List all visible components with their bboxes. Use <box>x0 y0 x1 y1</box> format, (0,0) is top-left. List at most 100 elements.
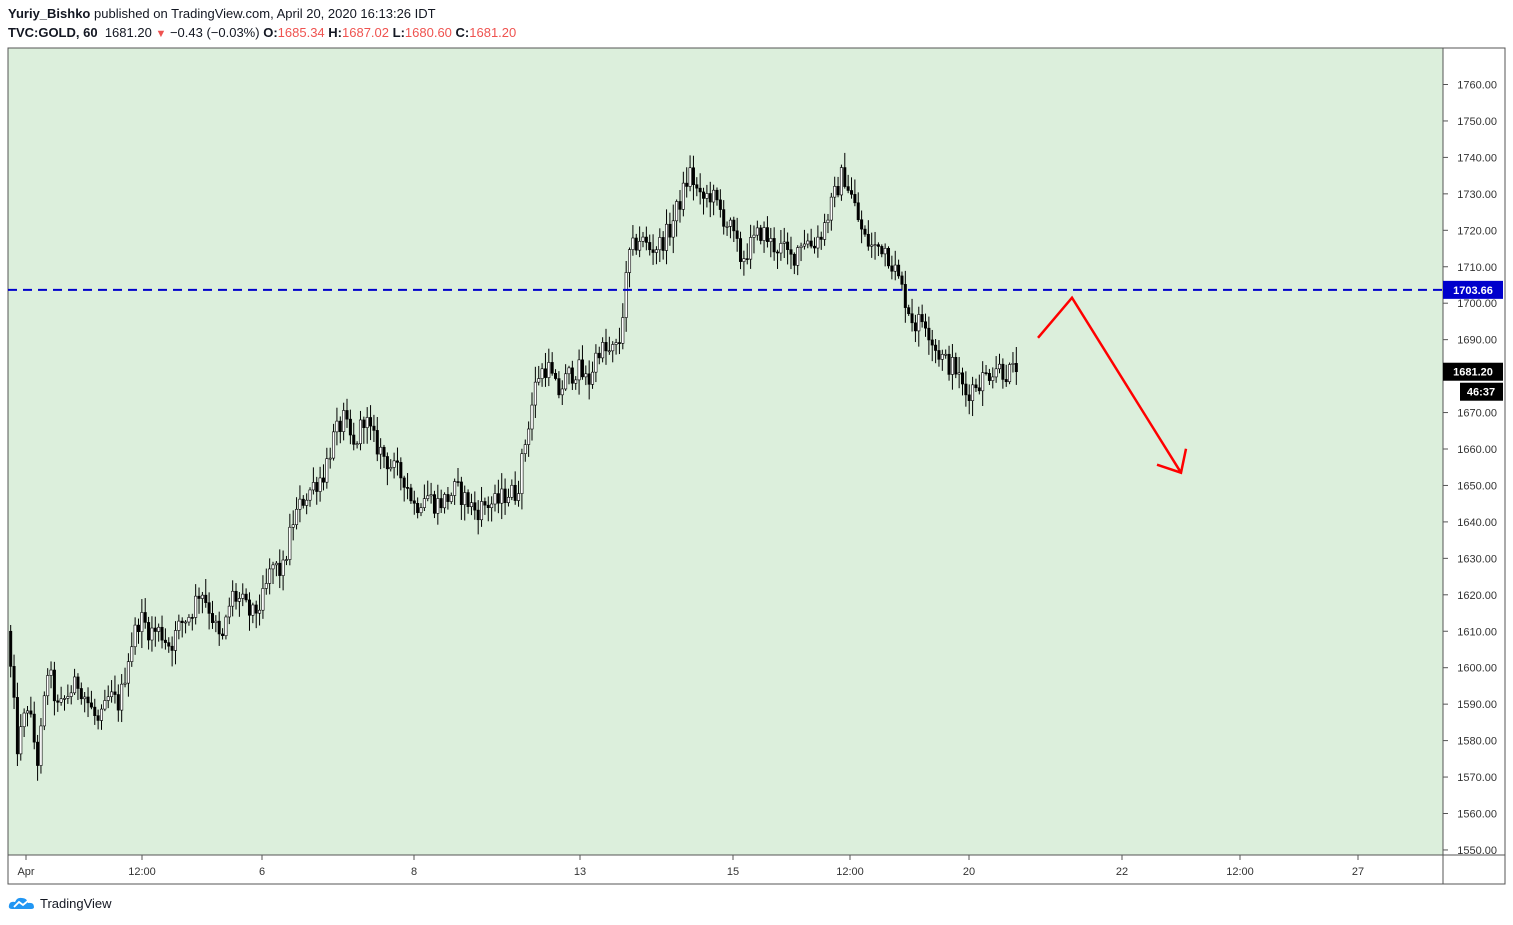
candle-body <box>480 501 484 521</box>
projection-arrow[interactable] <box>1037 295 1188 475</box>
candle-body <box>634 237 638 251</box>
candle-body <box>977 387 981 392</box>
candle-body <box>577 359 581 381</box>
candle-body <box>937 350 941 360</box>
candle-body <box>106 696 110 701</box>
candle-body <box>547 362 551 378</box>
candle-body <box>170 645 174 651</box>
time-axis[interactable]: Apr 12:00 6 8 13 15 12:00 20 22 12:00 27 <box>17 855 1364 878</box>
candle-body <box>369 417 373 427</box>
published-text: published on TradingView.com, April 20, … <box>94 6 436 21</box>
candle-body <box>870 244 874 247</box>
x-tick-label: 12:00 <box>1226 866 1254 878</box>
candle-body <box>318 477 322 492</box>
candle-body <box>79 688 83 700</box>
candle-body <box>268 568 272 584</box>
candle-body <box>234 590 238 602</box>
candle-body <box>796 247 800 266</box>
x-tick-label: Apr <box>17 866 34 878</box>
candle-body <box>375 430 379 455</box>
candle-body <box>227 605 231 618</box>
y-tick-label: 1630.00 <box>1457 553 1497 565</box>
candle-body <box>133 624 137 648</box>
candle-body <box>1014 363 1018 373</box>
candle-body <box>69 692 73 697</box>
candle-body <box>829 196 833 221</box>
symbol-label: TVC:GOLD, 60 <box>8 25 98 40</box>
candle-body <box>826 219 830 223</box>
candle-body <box>809 240 813 247</box>
candle-body <box>116 694 120 711</box>
candle-body <box>678 201 682 210</box>
candle-body <box>651 249 655 253</box>
candle-body <box>496 493 500 504</box>
candle-body <box>103 700 107 710</box>
candle-body <box>274 562 278 566</box>
price-axis[interactable]: 1760.00 1750.00 1740.00 1730.00 1720.00 1710.… <box>1443 80 1497 857</box>
candle-body <box>880 246 884 255</box>
candle-body <box>261 588 265 611</box>
candle-body <box>752 234 756 238</box>
candle-body <box>833 186 837 198</box>
current-price-label: 1681.20 <box>1453 367 1493 379</box>
candle-body <box>755 227 759 236</box>
candle-body <box>93 706 97 716</box>
candle-body <box>416 502 420 514</box>
candle-body <box>99 708 103 721</box>
candle-body <box>702 191 706 199</box>
y-tick-label: 1760.00 <box>1457 80 1497 92</box>
candle-body <box>284 559 288 561</box>
candle-body <box>614 342 618 345</box>
candle-body <box>900 275 904 285</box>
candle-body <box>483 501 487 506</box>
candle-body <box>130 646 134 662</box>
countdown-badge <box>1460 382 1503 401</box>
candle-body <box>708 193 712 203</box>
candle-body <box>328 457 332 460</box>
candle-body <box>722 209 726 227</box>
candle-body <box>695 184 699 189</box>
candle-body <box>506 496 510 504</box>
y-tick-label: 1580.00 <box>1457 736 1497 748</box>
candle-body <box>89 702 93 708</box>
candle-body <box>147 622 151 641</box>
candle-body <box>873 244 877 246</box>
arrow-path[interactable] <box>1037 295 1183 474</box>
candle-body <box>597 352 601 359</box>
tradingview-logo[interactable]: TradingView <box>8 895 112 911</box>
candle-body <box>813 245 817 249</box>
candle-body <box>469 502 473 507</box>
candle-body <box>617 342 621 344</box>
candle-body <box>749 237 753 260</box>
candle-body <box>967 394 971 401</box>
candle-body <box>924 321 928 329</box>
y-tick-label: 1740.00 <box>1457 152 1497 164</box>
candle-body <box>920 314 924 323</box>
x-tick-label: 27 <box>1352 866 1364 878</box>
candle-body <box>728 219 732 227</box>
author-name[interactable]: Yuriy_Bishko <box>8 6 91 21</box>
x-tick-label: 15 <box>727 866 739 878</box>
candle-body <box>897 264 901 277</box>
candle-body <box>204 594 208 603</box>
candle-body <box>944 353 948 356</box>
candle-body <box>456 481 460 483</box>
candle-body <box>1008 364 1012 383</box>
candle-body <box>12 666 16 698</box>
candle-body <box>927 327 931 341</box>
candle-body <box>120 683 124 711</box>
candle-body <box>628 249 632 273</box>
candle-body <box>62 698 66 700</box>
candle-body <box>903 284 907 308</box>
candle-body <box>463 492 467 505</box>
candle-body <box>981 372 985 392</box>
candle-body <box>167 642 171 647</box>
candle-body <box>961 372 965 385</box>
candle-body <box>998 363 1002 370</box>
candle-body <box>476 509 480 521</box>
candle-body <box>254 604 258 614</box>
candle-body <box>419 507 423 514</box>
candle-body <box>648 242 652 251</box>
candle-body <box>836 186 840 196</box>
